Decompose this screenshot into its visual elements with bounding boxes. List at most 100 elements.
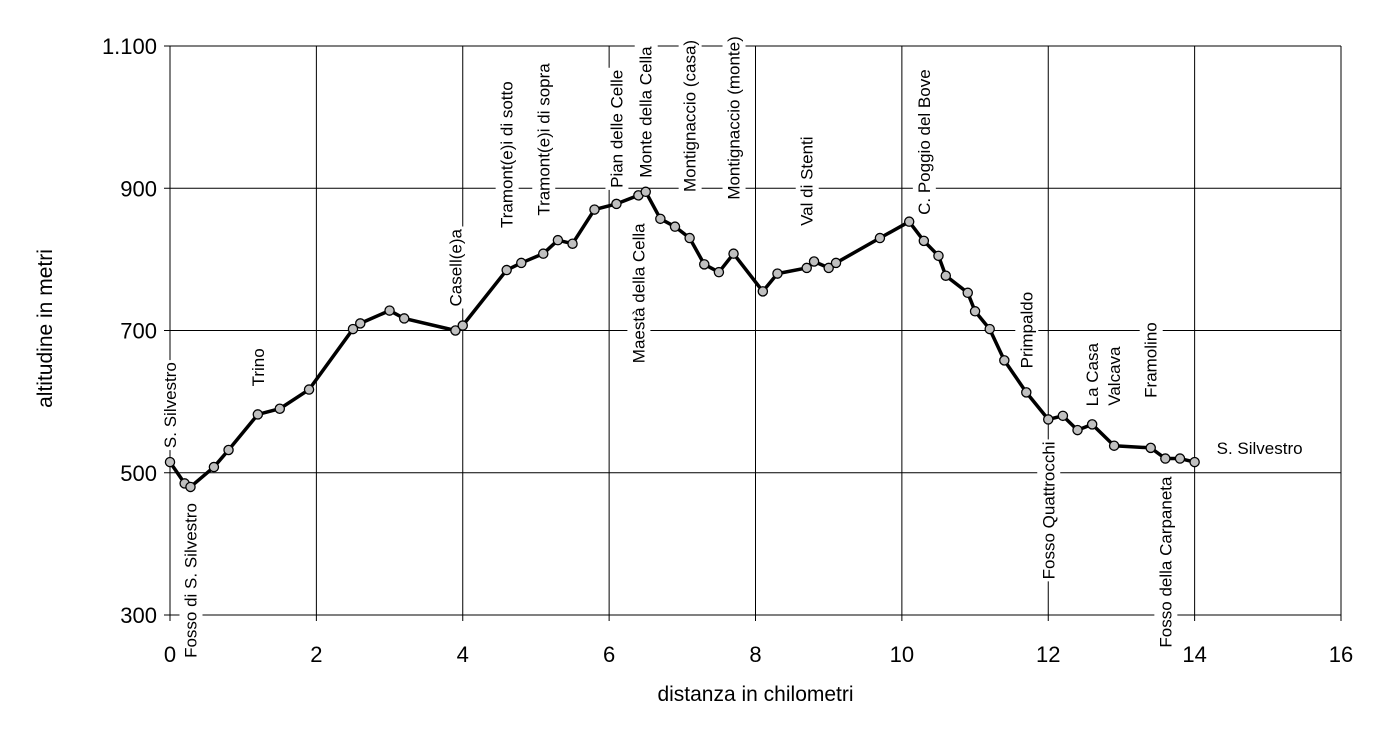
data-point xyxy=(1174,453,1186,464)
data-point xyxy=(962,287,973,299)
data-point xyxy=(1043,414,1054,425)
place-label: Fosso Quattrocchi xyxy=(1039,441,1058,579)
x-tick-label: 6 xyxy=(603,642,615,667)
data-point xyxy=(757,286,769,297)
data-point xyxy=(940,270,952,281)
place-label-backing xyxy=(722,34,746,202)
data-point xyxy=(969,306,981,317)
x-axis-title: distanza in chilometri xyxy=(657,683,853,706)
data-point xyxy=(450,325,461,336)
data-point xyxy=(684,232,695,244)
data-point xyxy=(567,238,578,249)
data-point xyxy=(252,409,264,420)
place-label: S. Silvestro xyxy=(161,362,180,448)
data-point xyxy=(208,461,220,473)
data-point xyxy=(457,320,468,331)
place-label-backing xyxy=(179,500,203,660)
place-label: Fosso della Carpaneta xyxy=(1156,476,1175,648)
place-label: Tramont(e)i di sotto xyxy=(498,81,517,228)
place-label: Tramont(e)i di sopra xyxy=(534,63,553,216)
grid xyxy=(164,45,1342,621)
data-point xyxy=(347,323,359,335)
place-label-backing xyxy=(634,43,658,180)
data-point xyxy=(589,204,600,215)
place-label-backing xyxy=(1214,437,1305,461)
data-point xyxy=(984,323,995,335)
data-point xyxy=(538,248,549,259)
data-point xyxy=(713,266,725,278)
place-label-backing xyxy=(605,67,629,190)
data-point xyxy=(699,259,710,270)
y-tick-label: 1.100 xyxy=(102,34,157,59)
data-point xyxy=(669,221,681,232)
place-label-backing xyxy=(444,226,468,309)
data-point xyxy=(918,235,930,247)
data-point xyxy=(384,305,395,316)
data-point xyxy=(808,256,820,267)
x-tick-label: 14 xyxy=(1182,642,1206,667)
place-label-backing xyxy=(1103,343,1127,408)
x-tick-label: 0 xyxy=(164,642,176,667)
place-label-backing xyxy=(1154,473,1178,650)
data-point xyxy=(274,403,286,414)
data-point xyxy=(398,313,410,324)
data-point xyxy=(1057,410,1069,422)
y-tick-label: 300 xyxy=(120,603,157,628)
data-point xyxy=(355,318,366,329)
place-label: La Casa xyxy=(1083,343,1102,407)
data-point xyxy=(1072,424,1083,436)
place-label-backing xyxy=(246,346,270,389)
place-label: Fosso di S. Silvestro xyxy=(181,503,200,658)
data-point xyxy=(823,262,834,274)
place-label-backing xyxy=(1081,340,1105,409)
data-point xyxy=(185,481,196,493)
tick-labels: 300 500 700 900 1.100 0 2 4 6 8 10 12 14 16 xyxy=(102,34,1353,667)
place-label: Monte della Cella xyxy=(637,46,656,178)
place-label-backing xyxy=(495,79,519,231)
data-point xyxy=(1021,387,1032,398)
place-label-backing xyxy=(627,220,651,366)
place-label: Montignaccio (casa) xyxy=(681,40,700,192)
place-label: C. Poggio del Bove xyxy=(915,69,934,215)
place-label: Pian delle Celle xyxy=(607,70,626,188)
data-point xyxy=(830,257,842,269)
place-label-backing xyxy=(912,67,936,217)
x-tick-label: 2 xyxy=(310,642,322,667)
data-point xyxy=(501,264,512,276)
data-point xyxy=(772,268,783,279)
place-label-backing xyxy=(159,360,182,451)
data-point xyxy=(223,444,234,456)
place-label: S. Silvestro xyxy=(1217,439,1303,458)
place-label: Trino xyxy=(249,348,268,386)
data-point xyxy=(999,355,1010,366)
y-axis-title: altitudine in metri xyxy=(34,249,57,408)
place-label-backing xyxy=(1015,289,1039,371)
x-tick-label: 8 xyxy=(749,642,761,667)
place-label: Val di Stenti xyxy=(798,136,817,225)
data-point xyxy=(1189,456,1200,468)
x-tick-label: 4 xyxy=(457,642,469,667)
data-point xyxy=(164,456,176,468)
place-label: Montignaccio (monte) xyxy=(725,36,744,199)
data-point xyxy=(874,232,886,244)
x-tick-label: 10 xyxy=(890,642,914,667)
place-label-backing xyxy=(1037,439,1061,582)
place-label-backing xyxy=(532,60,556,218)
place-label: Casell(e)a xyxy=(446,228,465,306)
data-point xyxy=(903,216,915,227)
y-tick-label: 900 xyxy=(120,176,157,201)
data-point xyxy=(1108,440,1120,451)
data-point xyxy=(728,248,739,259)
data-point xyxy=(552,234,564,246)
data-point xyxy=(1145,442,1156,454)
place-label: Primpaldo xyxy=(1017,292,1036,369)
data-point xyxy=(655,213,666,225)
data-point xyxy=(516,257,527,269)
place-labels: S. Silvestro Fosso di S. Silvestro Trino Ca… xyxy=(159,34,1305,660)
x-tick-label: 16 xyxy=(1329,642,1353,667)
data-point xyxy=(1086,419,1098,430)
place-label-backing xyxy=(795,134,819,228)
data-point xyxy=(640,186,651,198)
